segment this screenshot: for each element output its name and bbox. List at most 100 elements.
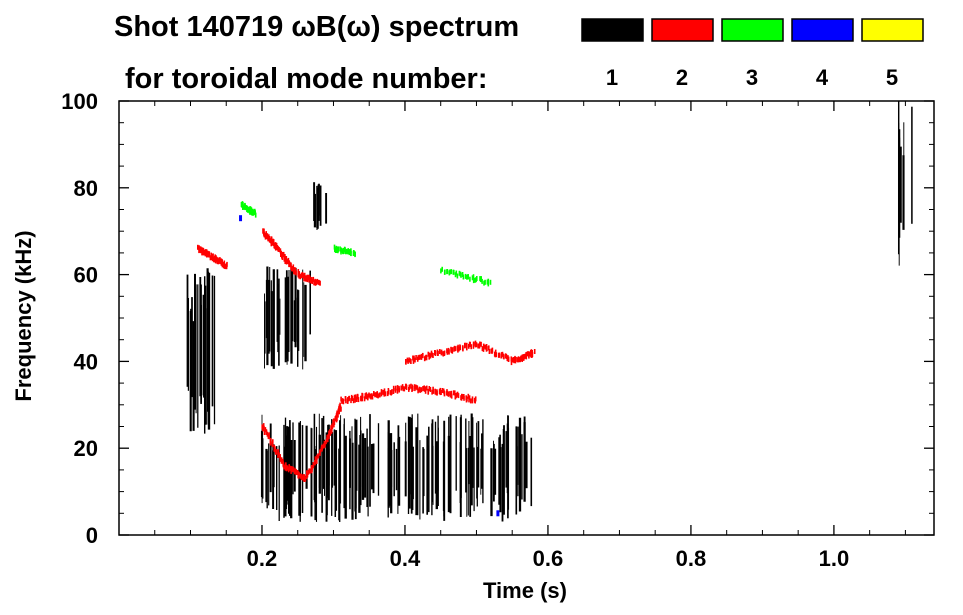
trace-dot [304,476,307,482]
trace-dot [242,205,244,210]
trace-dot [290,264,292,270]
trace-dot [453,269,455,275]
trace-dot [303,276,305,282]
trace-dot [439,349,441,354]
trace-dot [434,351,437,356]
trace-dot [502,353,505,359]
trace-dot [317,453,320,459]
trace-dot [452,390,455,396]
trace-dot [263,231,265,237]
trace-dot [344,396,347,401]
trace-dot [460,272,462,278]
trace-dot [486,279,489,285]
n1-region-4 [897,101,913,266]
trace-dot [487,281,490,287]
x-axis-label: Time (s) [483,578,567,603]
trace-dot [449,269,451,275]
trace-dot [284,259,286,264]
trace-dot [475,342,478,348]
trace-dot [450,393,453,399]
trace-dot [263,425,265,431]
trace-dot [350,251,352,257]
trace-dot [387,391,389,397]
trace-dot [201,250,203,256]
trace-dot [403,386,406,392]
chart-title-line1: Shot 140719 ωB(ω) spectrum [114,11,519,43]
trace-dot [292,264,295,270]
trace-dot [518,357,520,363]
trace-dot [336,416,338,421]
trace-dot [461,394,464,400]
trace-dot [263,430,266,435]
trace-dot [265,429,268,435]
trace-dot [376,391,378,397]
trace-dot [464,342,466,348]
y-axis-label: Frequency (kHz) [11,230,36,401]
trace-dot [339,246,341,252]
trace-dot [472,278,475,284]
trace-dot [298,472,301,478]
trace-dot [434,389,437,395]
trace-dot [458,270,461,276]
trace-dot [428,386,431,391]
trace-dot [413,384,416,390]
trace-dot [239,215,243,222]
legend-label-1: 1 [606,65,618,90]
trace-dot [355,397,358,402]
trace-dot [312,462,315,468]
trace-dot [253,209,255,215]
trace-dot [530,349,533,355]
trace-dot [289,465,292,471]
trace-dot [314,280,316,286]
trace-dot [525,354,528,360]
trace-dot [221,262,224,268]
trace-dot [453,346,455,352]
trace-dot [501,351,504,357]
trace-dot [442,351,445,357]
trace-dot [463,395,465,401]
trace-dot [361,396,364,402]
trace-dot [422,353,424,359]
trace-dot [515,356,517,362]
trace-dot [523,354,525,360]
trace-dot [269,440,272,446]
trace-dot [283,256,286,262]
trace-dot [531,352,534,357]
trace-dot [429,353,432,359]
trace-dot [340,396,342,402]
trace-dot [242,202,244,208]
y-tick-label: 60 [74,263,98,288]
trace-dot [415,355,417,360]
trace-dot [510,360,513,366]
trace-dot [323,443,325,449]
trace-dot [486,346,488,352]
trace-dot [333,244,336,250]
y-tick-label: 100 [61,89,98,114]
trace-dot [466,345,468,351]
legend-label-5: 5 [886,65,898,90]
trace-dot [408,384,411,390]
trace-dot [290,468,292,474]
trace-dot [280,252,282,257]
trace-dot [244,205,246,211]
trace-dot [473,341,475,347]
trace-dot [405,385,408,390]
trace-dot [330,424,333,430]
trace-dot [314,456,317,462]
trace-dot [357,397,360,403]
trace-dot [200,248,202,254]
trace-dot [293,269,295,275]
trace-dot [364,393,367,399]
trace-dot [326,434,328,440]
trace-dot [335,248,337,253]
trace-dot [337,246,340,252]
trace-dot [287,467,290,473]
trace-dot [319,280,321,286]
trace-dot [489,279,492,285]
trace-dot [432,386,434,392]
trace-dot [281,458,283,464]
trace-dot [464,273,467,279]
trace-dot [308,468,311,474]
legend-label-3: 3 [746,65,758,90]
